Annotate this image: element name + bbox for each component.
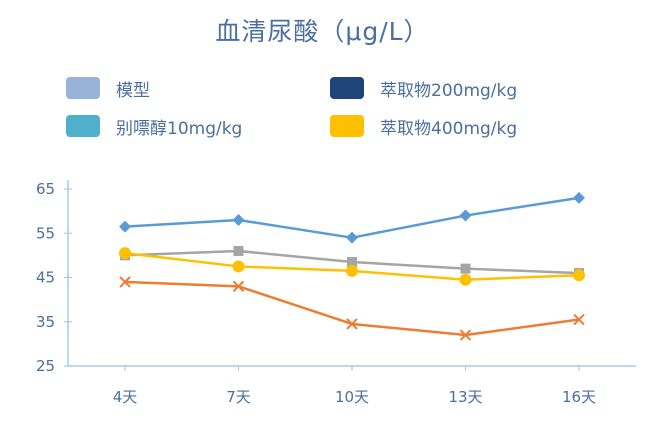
x-tick-label: 7天: [226, 388, 251, 406]
legend-label-allopurinol: 别嘌醇10mg/kg: [116, 118, 243, 139]
legend-item-model: 模型: [66, 76, 150, 101]
data-point-s1-2: [232, 213, 245, 226]
legend-item-allopurinol: 别嘌醇10mg/kg: [66, 114, 243, 139]
y-tick-label: 55: [36, 224, 55, 242]
data-point-s1-1: [119, 220, 131, 233]
y-tick-label: 65: [36, 180, 55, 198]
legend-swatch-extract-200: [330, 77, 364, 99]
chart-title: 血清尿酸（μg/L）: [215, 17, 430, 46]
data-point-s4-5: [573, 313, 585, 326]
data-point-s3-2: [232, 260, 245, 273]
legend-item-extract-200: 萃取物200mg/kg: [330, 76, 518, 101]
legend-label-extract-400: 萃取物400mg/kg: [380, 118, 518, 139]
legend-label-extract-200: 萃取物200mg/kg: [380, 80, 518, 101]
data-point-s4-1: [119, 276, 131, 288]
legend-item-extract-400: 萃取物400mg/kg: [330, 114, 518, 139]
y-tick-label: 35: [36, 313, 55, 331]
x-tick-label: 16天: [562, 388, 596, 406]
data-point-s3-3: [346, 264, 358, 277]
legend-swatch-model: [66, 77, 100, 99]
legend-swatch-extract-400: [330, 115, 364, 137]
data-point-s4-3: [346, 318, 358, 330]
x-tick-label: 13天: [448, 388, 482, 406]
legend-swatch-allopurinol: [66, 115, 100, 137]
data-point-s2-2: [233, 245, 244, 256]
legend-label-model: 模型: [116, 80, 150, 101]
data-point-s4-2: [232, 280, 245, 293]
y-tick-label: 25: [36, 357, 55, 375]
x-tick-label: 4天: [113, 388, 138, 406]
data-point-s1-4: [459, 209, 472, 222]
series-line-4: [123, 280, 581, 337]
data-point-s3-4: [459, 273, 472, 286]
x-tick-label: 10天: [335, 388, 369, 406]
data-point-s2-3: [347, 257, 357, 268]
data-point-s3-1: [119, 247, 131, 260]
data-point-s2-4: [460, 263, 471, 274]
data-point-s1-3: [346, 231, 358, 244]
data-point-s1-5: [573, 191, 585, 204]
data-point-s3-5: [573, 269, 585, 282]
y-tick-label: 45: [36, 269, 55, 287]
data-point-s4-4: [459, 329, 472, 341]
